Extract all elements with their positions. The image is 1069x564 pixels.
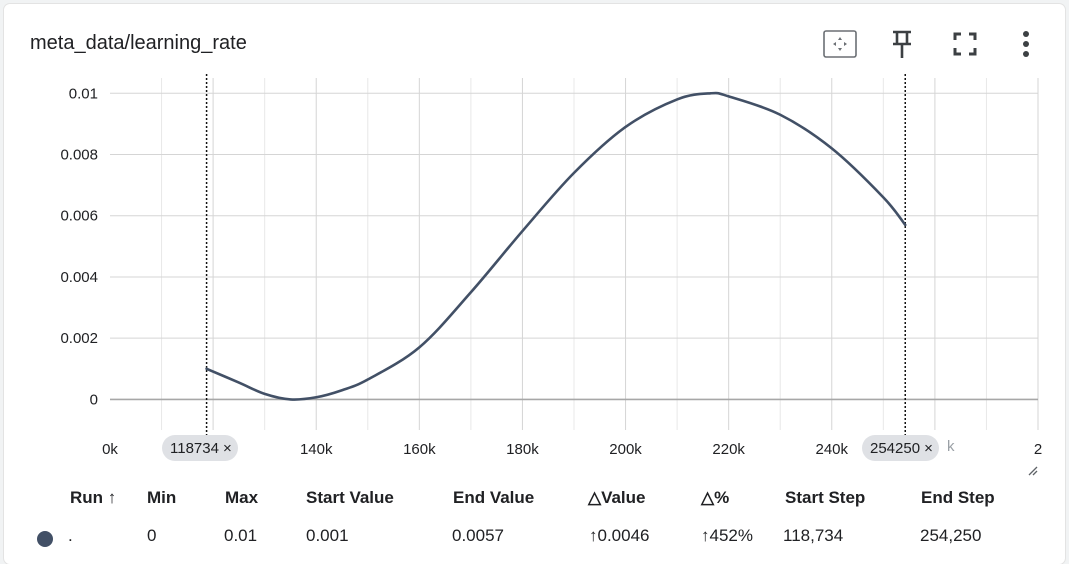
x-tick-label: 200k	[609, 441, 642, 458]
header-delta-value[interactable]: △Value	[588, 488, 646, 507]
cell-min: 0	[147, 526, 157, 545]
header-end-value[interactable]: End Value	[453, 488, 535, 507]
header-start-step[interactable]: Start Step	[785, 488, 866, 507]
x-tick-label: 240k	[816, 441, 849, 458]
fit-domain-icon	[823, 30, 857, 58]
chart-svg[interactable]: 0 0.002 0.004 0.006 0.008 0.01 0k 140k 160k 180k 2…	[4, 64, 1065, 484]
cell-end-value: 0.0057	[452, 526, 504, 545]
y-tick-label: 0.01	[69, 85, 98, 102]
header-max[interactable]: Max	[225, 488, 259, 507]
cell-max: 0.01	[224, 526, 258, 545]
close-icon[interactable]: ×	[222, 439, 232, 457]
x-tick-label: 220k	[712, 441, 745, 458]
y-tick-label: 0.002	[60, 330, 98, 347]
y-tick-label: 0	[90, 391, 98, 408]
y-tick-label: 0.008	[60, 147, 98, 164]
cell-delta-value: ↑0.0046	[589, 526, 650, 545]
cell-start-step: 118,734	[783, 526, 844, 545]
range-start-chip[interactable]: 118734 ×	[162, 435, 238, 461]
card-title: meta_data/learning_rate	[30, 32, 247, 54]
hidden-tick-tail: k	[947, 438, 955, 455]
more-options-button[interactable]	[1008, 26, 1044, 62]
x-tick-label: 160k	[403, 441, 436, 458]
range-end-chip[interactable]: 254250 ×	[862, 435, 939, 461]
x-tick-label: 0k	[102, 441, 118, 458]
header-delta-pct[interactable]: △%	[701, 488, 730, 507]
header-end-step[interactable]: End Step	[921, 488, 995, 507]
cell-end-step: 254,250	[920, 526, 982, 545]
fullscreen-icon	[953, 32, 977, 56]
cell-run: .	[68, 526, 73, 545]
header-start-value[interactable]: Start Value	[306, 488, 394, 507]
x-tick-label: 2	[1034, 441, 1042, 458]
range-end-label: 254250	[870, 439, 921, 457]
x-tick-label: 180k	[506, 441, 539, 458]
series-line	[205, 91, 907, 401]
y-tick-label: 0.006	[60, 208, 98, 225]
scalar-card: meta_data/learning_rate 0 0.002 0.004 0.006…	[4, 4, 1065, 564]
fullscreen-button[interactable]	[947, 26, 983, 62]
resize-handle-icon[interactable]	[1028, 466, 1038, 476]
run-color-swatch	[37, 531, 53, 547]
y-tick-label: 0.004	[60, 269, 98, 286]
close-icon[interactable]: ×	[924, 439, 933, 457]
cell-delta-pct: ↑452%	[701, 526, 753, 545]
header-run[interactable]: Run ↑	[70, 488, 117, 507]
x-tick-label: 140k	[300, 441, 333, 458]
line-chart[interactable]: 0 0.002 0.004 0.006 0.008 0.01 0k 140k 160k 180k 2…	[4, 64, 1065, 484]
cell-start-value: 0.001	[306, 526, 349, 545]
pin-icon	[893, 30, 911, 58]
more-vert-icon	[1023, 31, 1029, 57]
pin-button[interactable]	[884, 26, 920, 62]
header-min[interactable]: Min	[147, 488, 177, 507]
range-start-label: 118734	[170, 439, 219, 457]
fit-domain-button[interactable]	[822, 26, 858, 62]
